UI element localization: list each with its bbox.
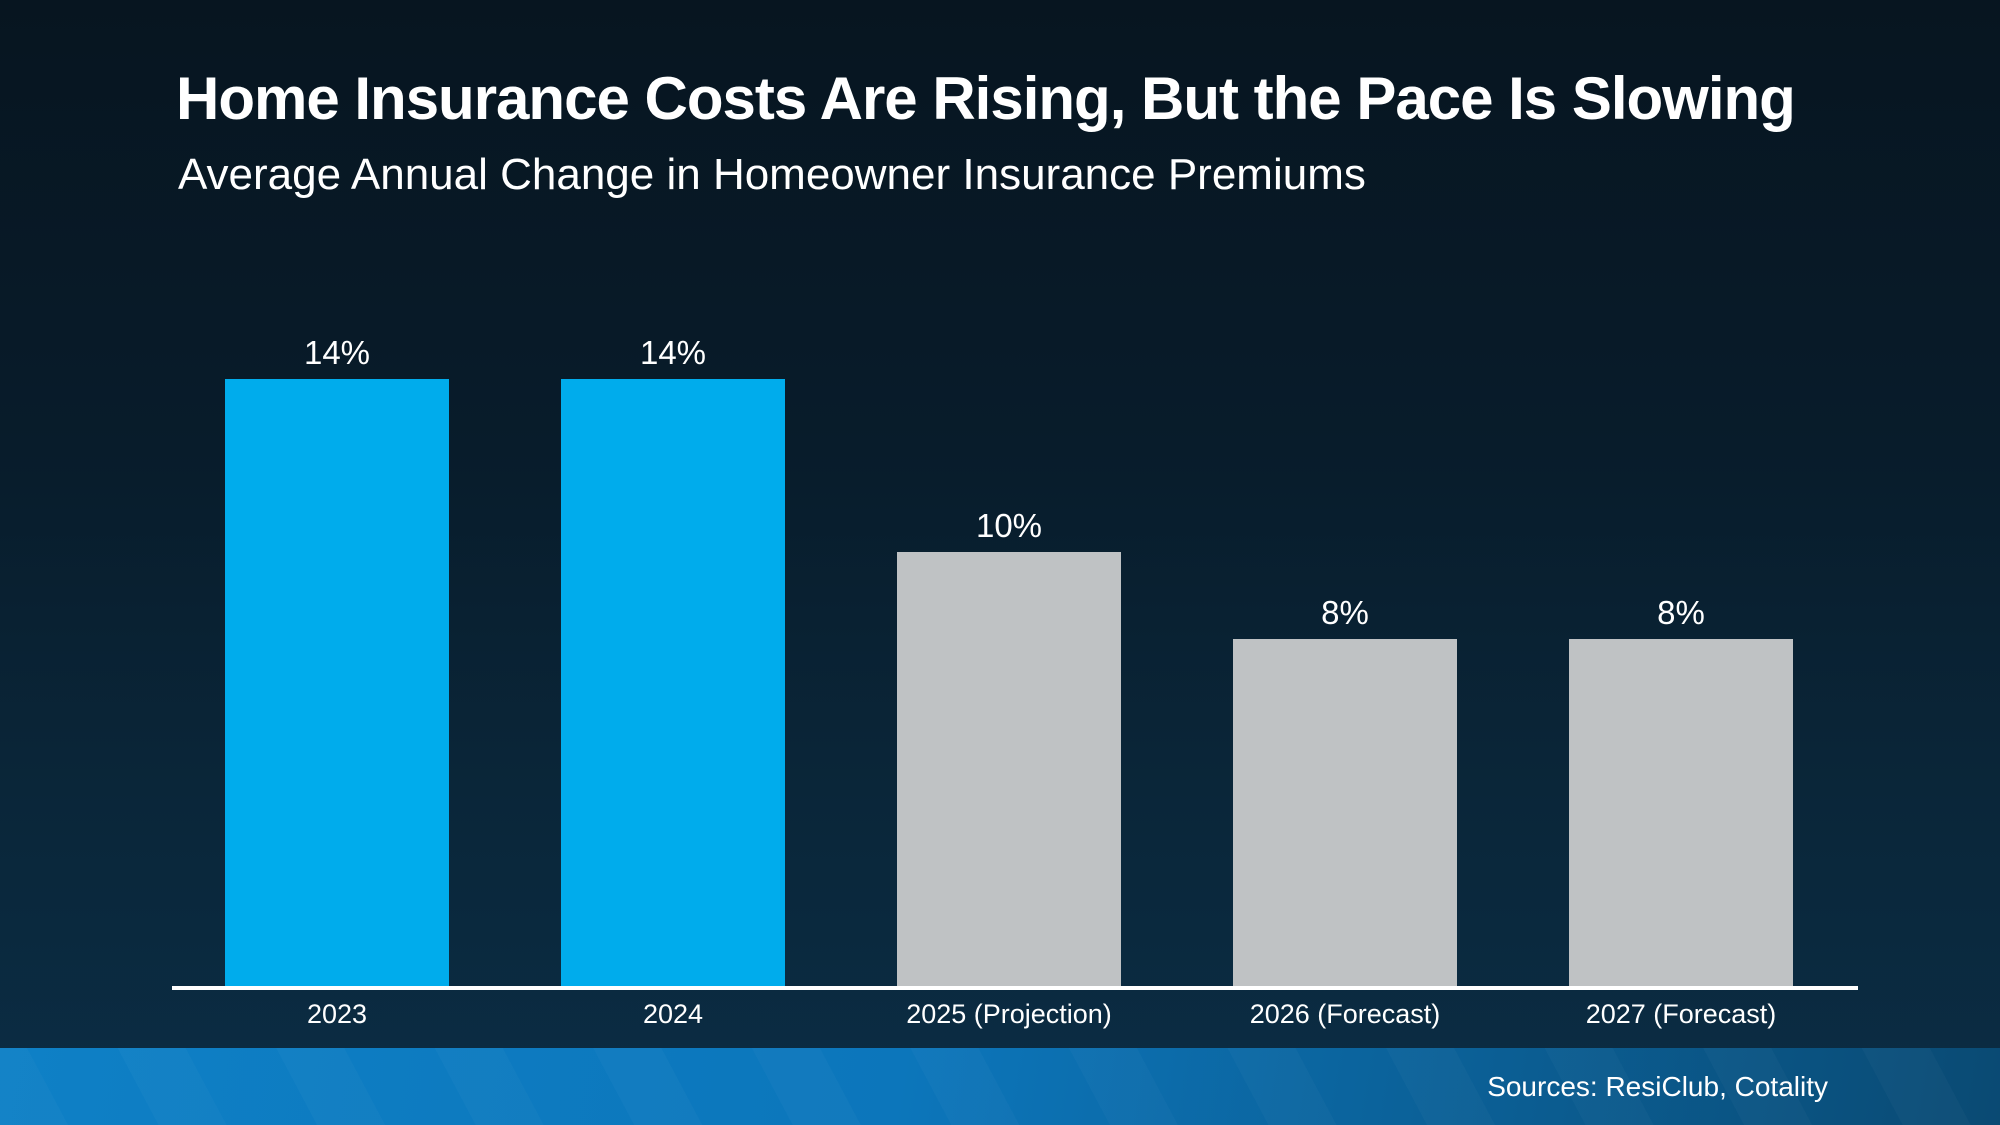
x-axis-label: 2024 [642, 999, 704, 1029]
x-axis-label: 2023 [306, 999, 368, 1029]
bar-value-label: 14% [639, 334, 707, 371]
bar-value-label: 8% [1321, 594, 1369, 631]
bar-2027 [1569, 639, 1793, 986]
source-banner: Sources: ResiClub, Cotality [0, 1048, 2000, 1125]
bar-value-label: 14% [303, 334, 371, 371]
x-axis-label: 2027 (Forecast) [1585, 999, 1777, 1029]
page-subtitle: Average Annual Change in Homeowner Insur… [178, 150, 1366, 199]
x-axis-label: 2025 (Projection) [906, 999, 1112, 1029]
sources-text: Sources: ResiClub, Cotality [1487, 1070, 1828, 1102]
bar-value-label: 10% [975, 507, 1043, 544]
page-title: Home Insurance Costs Are Rising, But the… [176, 65, 1796, 132]
x-axis-line [172, 986, 1858, 990]
bar-2026 [1233, 639, 1457, 986]
bar-2025 [897, 552, 1121, 986]
bar-2024 [561, 379, 785, 986]
x-axis-label: 2026 (Forecast) [1249, 999, 1441, 1029]
bar-2023 [225, 379, 449, 986]
bar-value-label: 8% [1657, 594, 1705, 631]
